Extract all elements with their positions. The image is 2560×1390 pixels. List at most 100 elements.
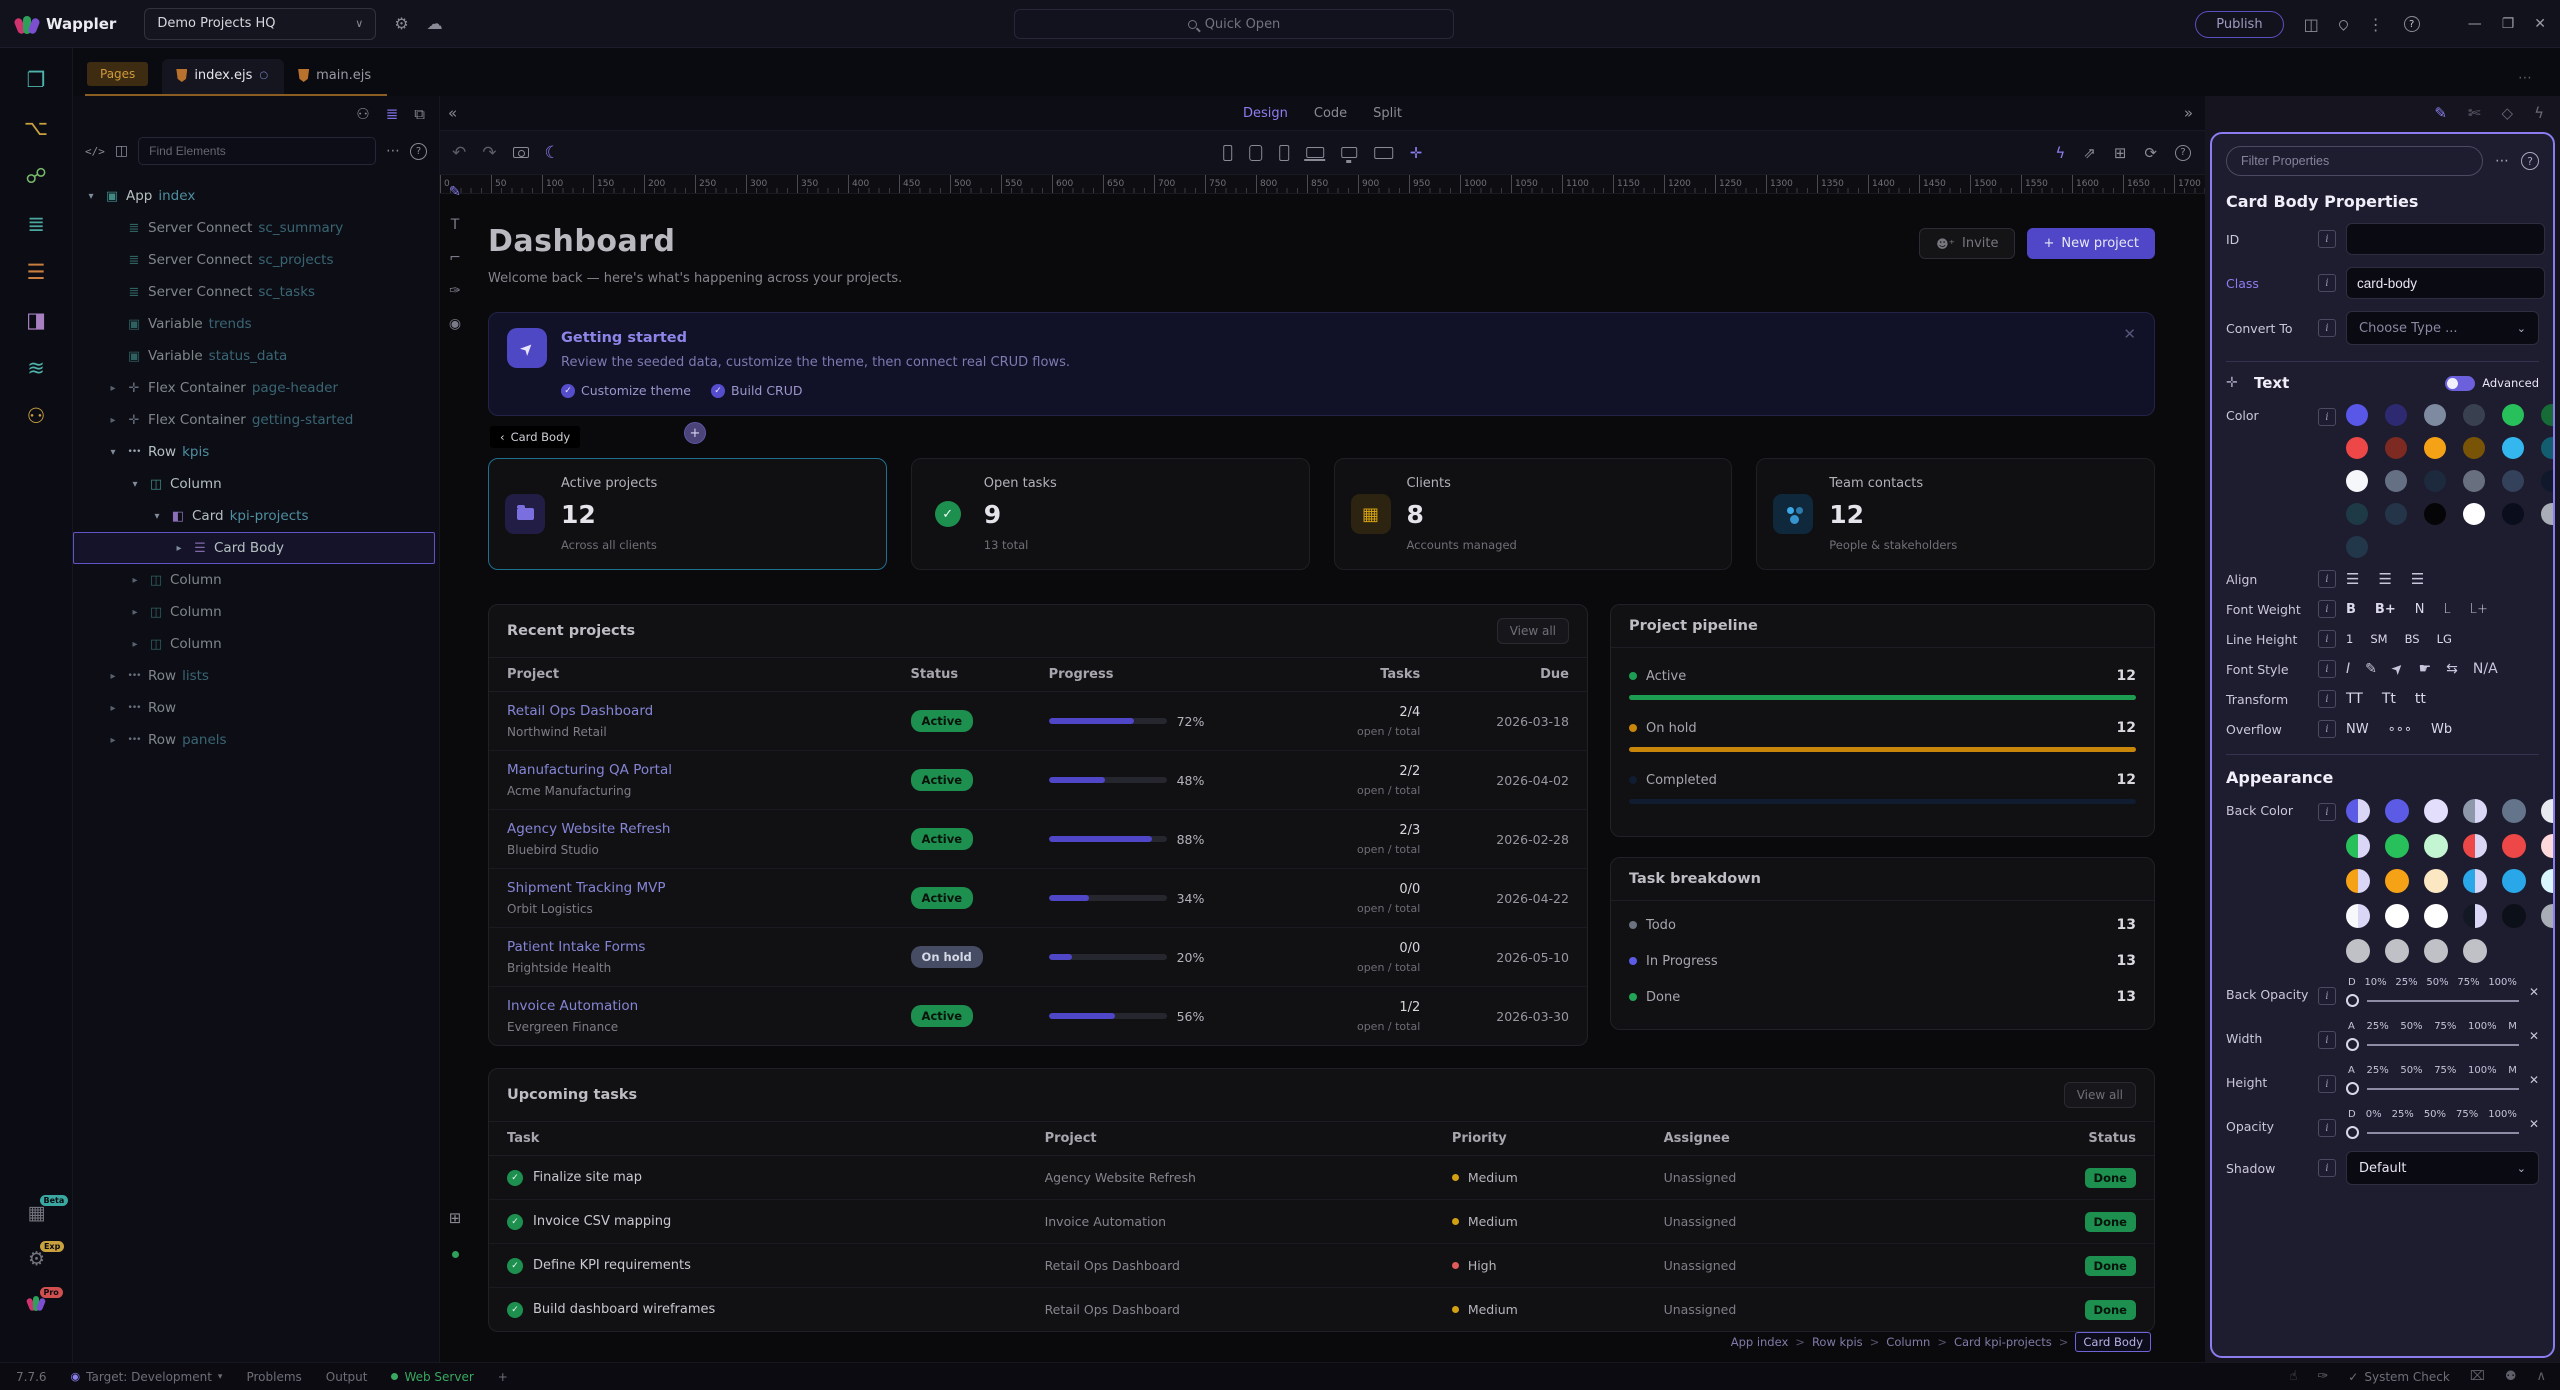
kpi-card[interactable]: Active projects 12 Across all clients	[488, 458, 887, 570]
device-monitor-icon[interactable]	[1373, 146, 1393, 159]
line-height-option[interactable]: 1	[2346, 632, 2354, 646]
table-row[interactable]: Retail Ops Dashboard Northwind Retail Acti…	[489, 692, 1587, 751]
window-minimize-button[interactable]: —	[2467, 16, 2482, 32]
overflow-option[interactable]: Wb	[2431, 721, 2453, 737]
invite-button[interactable]: ☻⁺ Invite	[1919, 228, 2016, 259]
tree-item-page-header[interactable]: ▸ ✛ Flex Container page-header	[73, 372, 439, 404]
tree-item-kpi-projects[interactable]: ▾ ◧ Card kpi-projects	[73, 500, 439, 532]
color-swatch[interactable]	[2502, 799, 2526, 823]
line-height-option[interactable]: BS	[2404, 632, 2420, 646]
color-swatch[interactable]	[2346, 834, 2370, 858]
color-swatch[interactable]	[2385, 834, 2409, 858]
color-swatch[interactable]	[2385, 437, 2407, 459]
color-swatch[interactable]	[2385, 503, 2407, 525]
tree-item-status_data[interactable]: ▣ Variable status_data	[73, 340, 439, 372]
color-swatch[interactable]	[2424, 404, 2446, 426]
chevron-icon[interactable]: ▸	[132, 638, 138, 650]
font-style-na[interactable]: N/A	[2472, 661, 2498, 677]
color-swatch[interactable]	[2502, 834, 2526, 858]
theme-droplet-icon[interactable]	[2336, 17, 2350, 31]
app-actions-lightning-icon[interactable]: ϟ	[2534, 104, 2544, 122]
color-swatch[interactable]	[2463, 503, 2485, 525]
info-icon[interactable]: i	[2318, 319, 2336, 337]
color-swatch[interactable]	[2424, 799, 2448, 823]
color-swatch[interactable]	[2502, 503, 2524, 525]
info-icon[interactable]: i	[2318, 803, 2336, 821]
chevron-icon[interactable]: ▾	[132, 478, 138, 490]
tree-item-sc_tasks[interactable]: ≣ Server Connect sc_tasks	[73, 276, 439, 308]
tree-item[interactable]: ▸ ◫ Column	[73, 596, 439, 628]
table-row[interactable]: ✓ Define KPI requirements Retail Ops Dashb…	[489, 1244, 2154, 1288]
align-left-icon[interactable]: ☰	[2346, 570, 2360, 588]
outline-list-icon[interactable]: ≣	[385, 105, 399, 123]
device-phone-small-icon[interactable]	[1222, 144, 1232, 161]
transform-option[interactable]: tt	[2414, 691, 2426, 707]
color-swatch[interactable]	[2424, 939, 2448, 963]
table-row[interactable]: Patient Intake Forms Brightside Health On …	[489, 928, 1587, 987]
help-icon[interactable]: ?	[2403, 16, 2420, 32]
color-swatch[interactable]	[2346, 536, 2368, 558]
project-link[interactable]: Manufacturing QA Portal	[507, 762, 672, 778]
color-swatch[interactable]	[2385, 939, 2409, 963]
color-swatch[interactable]	[2502, 904, 2526, 928]
font-weight-option[interactable]: N	[2414, 601, 2425, 617]
routes-icon[interactable]: ☰	[26, 260, 46, 284]
color-swatch[interactable]	[2463, 834, 2487, 858]
canvas-help-icon[interactable]: ?	[2175, 144, 2191, 161]
pages-icon[interactable]: ❐	[26, 68, 46, 92]
color-swatch[interactable]	[2502, 437, 2524, 459]
color-swatch[interactable]	[2541, 799, 2553, 823]
project-link[interactable]: Retail Ops Dashboard	[507, 703, 654, 719]
color-swatch[interactable]	[2346, 869, 2370, 893]
color-swatch[interactable]	[2463, 904, 2487, 928]
color-swatch[interactable]	[2463, 404, 2485, 426]
overflow-option[interactable]: ∘∘∘	[2387, 721, 2413, 737]
color-swatch[interactable]	[2385, 404, 2407, 426]
info-icon[interactable]: i	[2318, 230, 2336, 248]
info-icon[interactable]: i	[2318, 630, 2336, 648]
chevron-icon[interactable]: ▸	[110, 382, 116, 394]
drag-handle-icon[interactable]: ✛	[2226, 375, 2238, 391]
mode-code[interactable]: Code	[1313, 105, 1348, 121]
filter-properties-input[interactable]	[2226, 146, 2483, 176]
table-row[interactable]: Invoice Automation Evergreen Finance Activ…	[489, 987, 1587, 1045]
gear-icon[interactable]: ⚙ Exp	[28, 1241, 65, 1270]
align-right-icon[interactable]: ☰	[2410, 570, 2425, 588]
fit-move-icon[interactable]: ✛	[1409, 143, 1423, 162]
edit-tool-icon[interactable]: ✎	[449, 184, 461, 200]
color-swatch[interactable]	[2463, 799, 2487, 823]
shadow-select[interactable]: Default ⌄	[2346, 1151, 2539, 1185]
chevron-icon[interactable]: ▸	[110, 734, 116, 746]
hand-icon[interactable]: ☛	[2418, 661, 2432, 677]
breadcrumb-item[interactable]: App index	[1730, 1335, 1789, 1349]
tab-index-ejs[interactable]: index.ejs ○	[162, 59, 285, 94]
color-swatch[interactable]	[2424, 437, 2446, 459]
actions-lightning-icon[interactable]: ϟ	[2055, 143, 2066, 162]
tree-item-index[interactable]: ▾ ▣ App index	[73, 180, 439, 212]
output-button[interactable]: Output	[325, 1369, 368, 1384]
font-weight-option[interactable]: B+	[2374, 601, 2396, 617]
tree-item-sc_summary[interactable]: ≣ Server Connect sc_summary	[73, 212, 439, 244]
color-swatch[interactable]	[2424, 470, 2446, 492]
chevron-icon[interactable]: ▸	[176, 542, 182, 554]
cloud-sync-icon[interactable]: ☁	[426, 14, 443, 33]
info-icon[interactable]: i	[2318, 720, 2336, 738]
rocket-icon[interactable]: ➤	[2387, 659, 2408, 679]
transform-option[interactable]: TT	[2346, 691, 2363, 707]
chevron-icon[interactable]: ▸	[132, 574, 138, 586]
line-height-option[interactable]: SM	[2370, 632, 2388, 646]
visibility-eye-icon[interactable]: ◉	[448, 316, 462, 332]
selection-label-chip[interactable]: ‹ Card Body	[490, 426, 581, 448]
clear-icon[interactable]: ✕	[2528, 1073, 2539, 1087]
project-selector[interactable]: Demo Projects HQ ∨	[144, 7, 377, 40]
transform-option[interactable]: Tt	[2381, 691, 2396, 707]
id-input[interactable]	[2346, 223, 2545, 255]
layout-columns-icon[interactable]: ◫	[2303, 14, 2319, 34]
slider-knob[interactable]	[2346, 1082, 2359, 1095]
slider[interactable]: D 10% 25% 50% 75% 100%	[2346, 977, 2519, 1007]
color-swatch[interactable]	[2346, 904, 2370, 928]
color-swatch[interactable]	[2424, 904, 2448, 928]
slider-knob[interactable]	[2346, 994, 2359, 1007]
tabbar-overflow-icon[interactable]: ⋯	[2518, 70, 2532, 86]
banner-close-icon[interactable]: ✕	[2123, 325, 2136, 343]
